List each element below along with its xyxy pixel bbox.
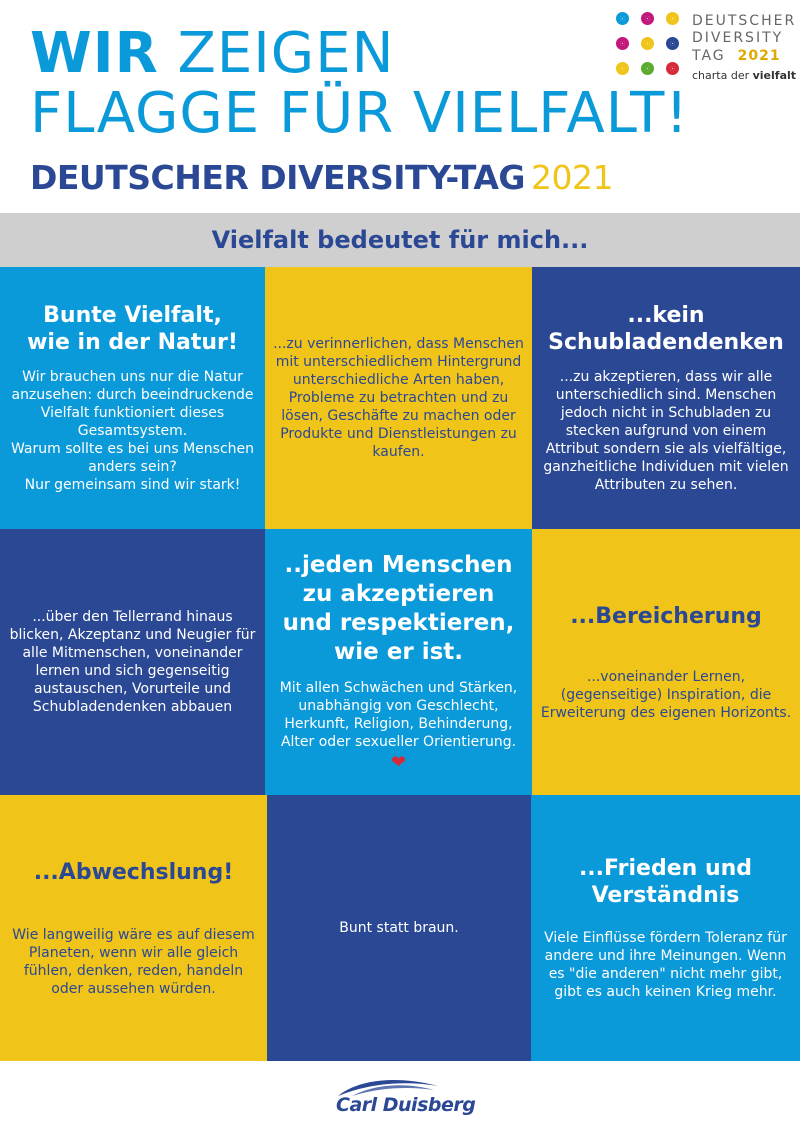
tile-title: ...Bereicherung: [570, 603, 762, 629]
subtitle-year: 2021: [530, 158, 613, 197]
logo-year: 2021: [737, 48, 781, 64]
tile-body: ...voneinander Lernen, (gegenseitige) In…: [540, 668, 792, 721]
subtitle: DEUTSCHER DIVERSITY-TAG 2021: [30, 156, 613, 200]
headline-rest: ZEIGEN: [158, 21, 395, 86]
tile-jeden-menschen: ..jeden Menschen zu akzeptieren und resp…: [265, 529, 532, 795]
logo-text-diversity: DIVERSITY: [692, 30, 784, 46]
logo-charta-bold: vielfalt: [752, 69, 797, 82]
subtitle-text: DEUTSCHER DIVERSITY-TAG: [30, 158, 525, 197]
logo-dot: [641, 37, 654, 50]
tile-frieden: ...Frieden und Verständnis Viele Einflüs…: [531, 795, 800, 1061]
tile-body: Viele Einflüsse fördern Toleranz für and…: [544, 930, 787, 1000]
logo-dot-grid: [616, 12, 686, 82]
tile-title: ...Abwechslung!: [33, 859, 234, 885]
tile-body: ...zu akzeptieren, dass wir alle untersc…: [543, 369, 789, 493]
tile-title: ..jeden Menschen zu akzeptieren und resp…: [282, 552, 515, 665]
logo-dot: [641, 62, 654, 75]
tile-title: ...Frieden und Verständnis: [578, 856, 753, 908]
tile-title: ...kein Schubladendenken: [548, 303, 784, 355]
logo-tag-word: TAG: [692, 48, 726, 64]
tile-kein-schubladendenken: ...kein Schubladendenken ...zu akzeptier…: [532, 267, 800, 529]
logo-dot: [641, 12, 654, 25]
logo-charta-prefix: charta der: [692, 69, 753, 82]
tile-tellerrand: ...über den Tellerrand hinaus blicken, A…: [0, 529, 265, 795]
tile-abwechslung: ...Abwechslung! Wie langweilig wäre es a…: [0, 795, 267, 1061]
tile-bereicherung: ...Bereicherung ...voneinander Lernen, (…: [532, 529, 800, 795]
logo-dot: [666, 12, 679, 25]
heart-icon: ❤: [390, 752, 407, 773]
logo-dot: [616, 12, 629, 25]
brand-name: Carl Duisberg: [336, 1094, 476, 1116]
logo-dot: [666, 62, 679, 75]
tile-body: Bunt statt braun.: [339, 920, 459, 936]
intro-band: Vielfalt bedeutet für mich...: [0, 213, 800, 267]
logo-text-tag: TAG 2021: [692, 48, 781, 64]
tile-bunte-vielfalt: Bunte Vielfalt, wie in der Natur! Wir br…: [0, 267, 265, 529]
logo-dot: [666, 37, 679, 50]
tile-body: Wie langweilig wäre es auf diesem Planet…: [12, 926, 255, 997]
logo-charta: charta der vielfalt: [692, 69, 796, 82]
diversity-tag-logo: DEUTSCHER DIVERSITY TAG 2021 charta der v…: [614, 12, 797, 84]
logo-text-deutscher: DEUTSCHER: [692, 13, 797, 29]
tile-body: ...zu verinnerlichen, dass Menschen mit …: [273, 336, 524, 460]
headline-line-2: FLAGGE FÜR VIELFALT!: [30, 81, 689, 146]
header: WIR ZEIGEN FLAGGE FÜR VIELFALT! DEUTSCHE…: [0, 0, 800, 213]
tile-title: Bunte Vielfalt, wie in der Natur!: [27, 303, 238, 355]
tile-verinnerlichen: ...zu verinnerlichen, dass Menschen mit …: [265, 267, 532, 529]
headline-bold-word: WIR: [30, 21, 159, 86]
tile-body: ...über den Tellerrand hinaus blicken, A…: [9, 609, 256, 715]
carl-duisberg-logo: Carl Duisberg: [330, 1076, 476, 1120]
tile-bunt-statt-braun: Bunt statt braun.: [267, 795, 531, 1061]
tile-body: Mit allen Schwächen und Stärken, unabhän…: [279, 680, 518, 750]
logo-dot: [616, 62, 629, 75]
headline-line-1: WIR ZEIGEN: [30, 22, 394, 86]
tile-body: Wir brauchen uns nur die Natur anzusehen…: [10, 369, 255, 493]
intro-band-text: Vielfalt bedeutet für mich...: [211, 226, 589, 254]
swoosh-icon: [338, 1080, 438, 1096]
logo-dot: [616, 37, 629, 50]
